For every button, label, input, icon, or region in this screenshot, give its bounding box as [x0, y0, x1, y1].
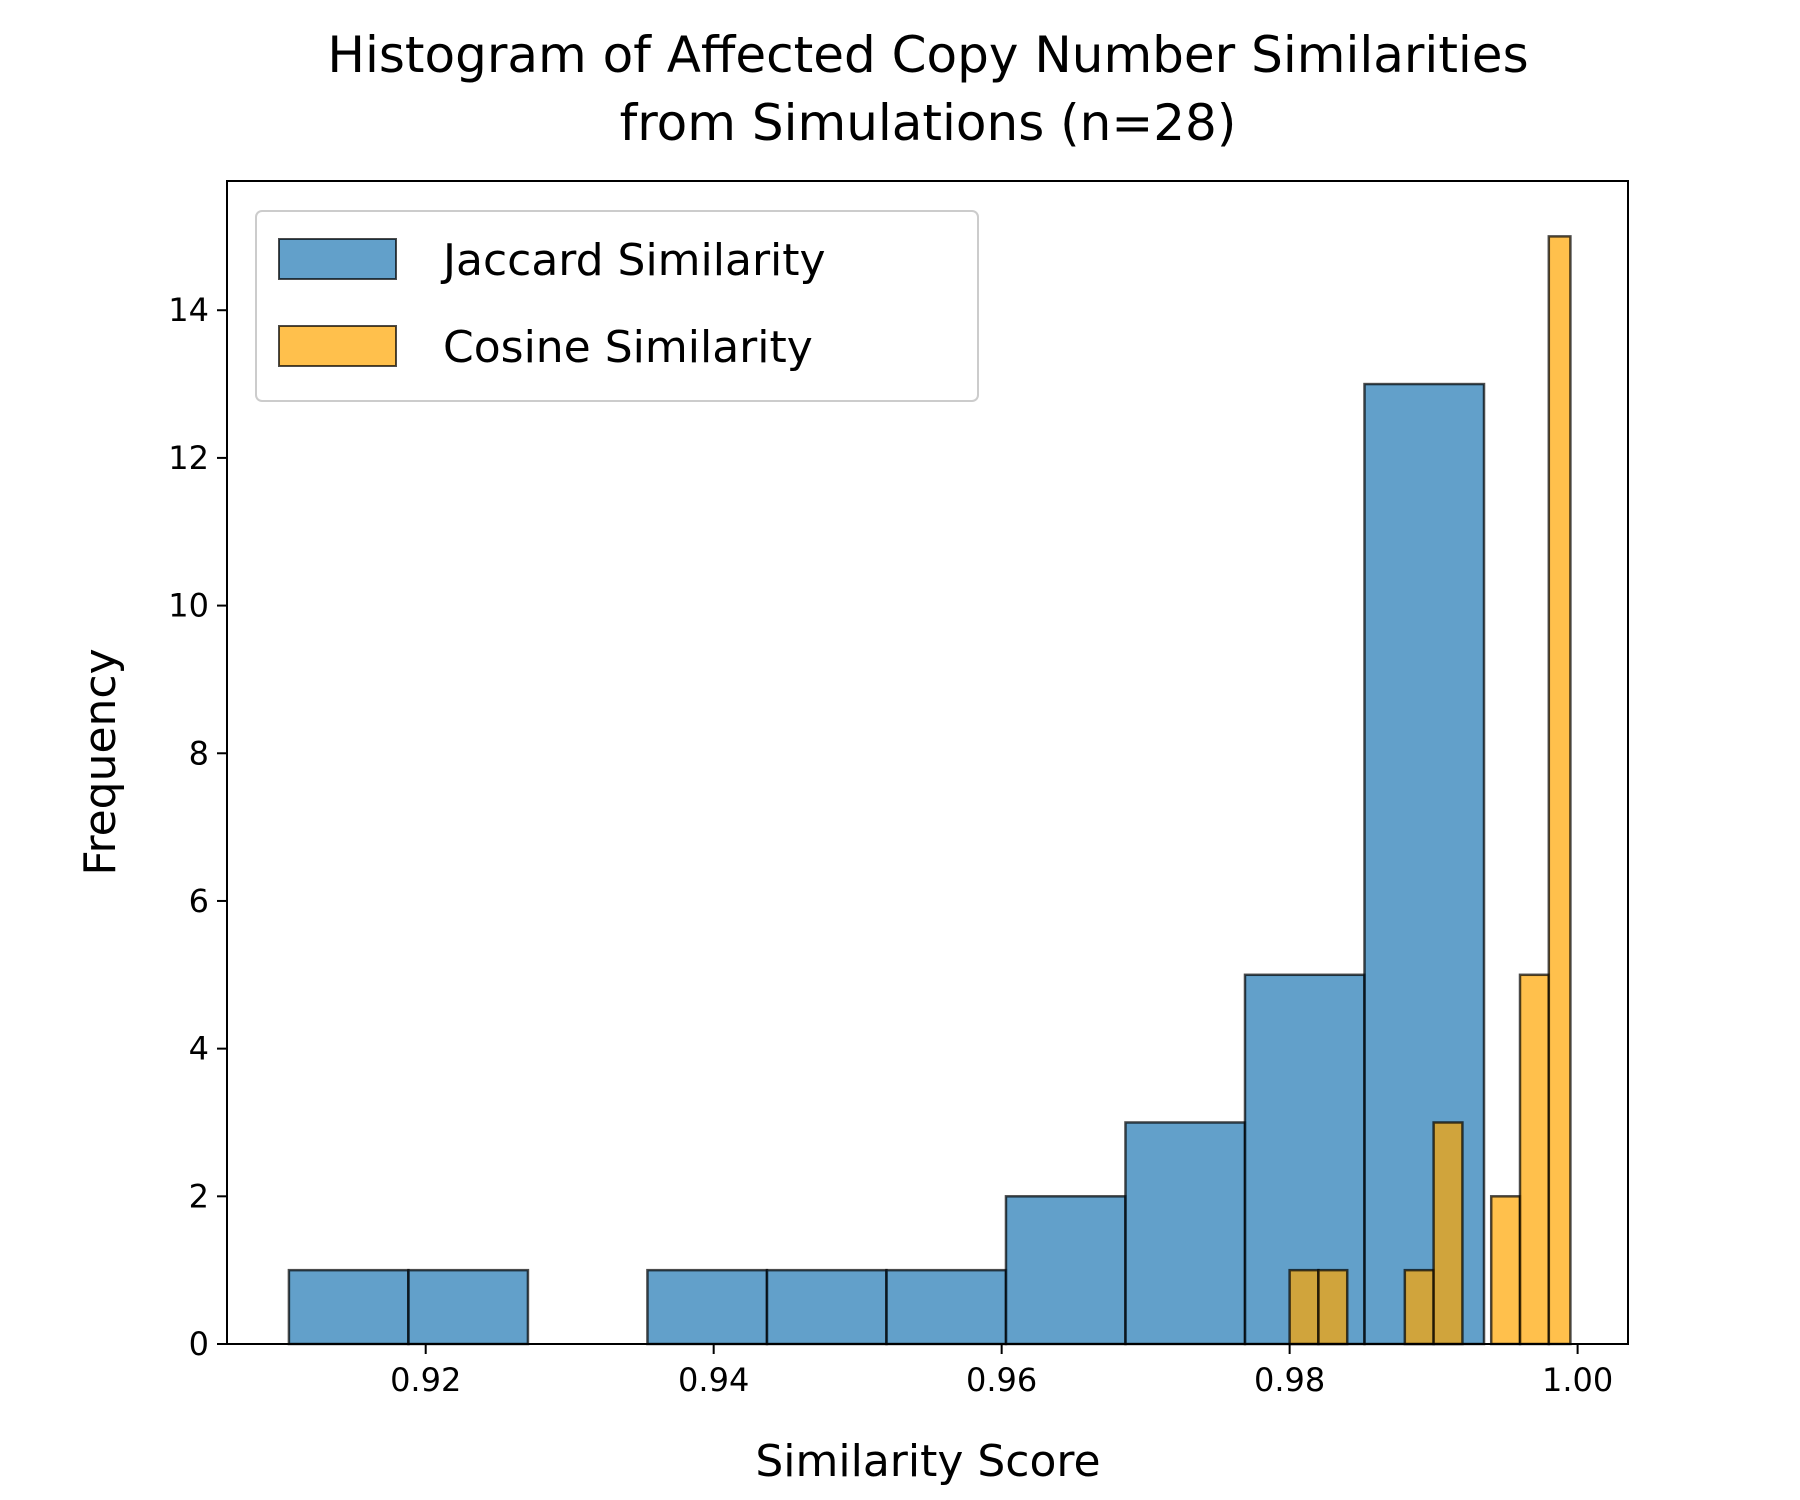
x-tick-label: 0.94 [678, 1361, 749, 1399]
x-tick-label: 0.98 [1254, 1361, 1325, 1399]
jaccard-series [287, 382, 1486, 1346]
cosine-bar [1518, 973, 1551, 1346]
chart-title-line-1: Histogram of Affected Copy Number Simila… [327, 26, 1528, 84]
jaccard-bar [765, 1268, 888, 1346]
jaccard-bar [885, 1268, 1008, 1346]
y-axis-ticks: 0 2 4 6 8 10 12 14 [168, 291, 227, 1363]
y-tick-label: 14 [168, 291, 209, 329]
jaccard-bar [1124, 1121, 1247, 1346]
x-axis-ticks: 0.92 0.94 0.96 0.98 1.00 [390, 1344, 1613, 1399]
legend: Jaccard Similarity Cosine Similarity [255, 210, 979, 402]
y-tick-label: 0 [189, 1325, 209, 1363]
x-tick-label: 0.96 [966, 1361, 1037, 1399]
cosine-bar [1432, 1121, 1464, 1346]
cosine-bar [1288, 1268, 1320, 1346]
plot-frame [226, 180, 1629, 1345]
jaccard-bar [1004, 1195, 1127, 1346]
legend-label-cosine: Cosine Similarity [443, 322, 813, 373]
y-tick-label: 12 [168, 439, 209, 477]
cosine-bar [1403, 1268, 1435, 1346]
x-tick-label: 1.00 [1542, 1361, 1613, 1399]
legend-swatch-cosine [278, 325, 397, 367]
jaccard-bar [407, 1268, 530, 1346]
cosine-bar [1547, 235, 1572, 1346]
jaccard-bar [287, 1268, 410, 1346]
chart-title-line-2: from Simulations (n=28) [620, 94, 1237, 152]
x-tick-label: 0.92 [390, 1361, 461, 1399]
y-tick-label: 10 [168, 587, 209, 625]
chart-title: Histogram of Affected Copy Number Simila… [327, 26, 1528, 152]
legend-box [255, 210, 979, 402]
y-axis-label: Frequency [75, 648, 126, 875]
jaccard-bar [1363, 382, 1486, 1346]
jaccard-bar [646, 1268, 769, 1346]
y-tick-label: 4 [189, 1030, 209, 1068]
legend-label-jaccard: Jaccard Similarity [440, 235, 826, 286]
x-axis-label: Similarity Score [755, 1436, 1100, 1487]
legend-swatch-jaccard [278, 238, 397, 280]
cosine-bar [1489, 1195, 1522, 1346]
y-tick-label: 2 [189, 1177, 209, 1215]
cosine-bar [1317, 1268, 1349, 1346]
y-tick-label: 6 [189, 882, 209, 920]
cosine-series [1288, 235, 1572, 1346]
y-tick-label: 8 [189, 734, 209, 772]
